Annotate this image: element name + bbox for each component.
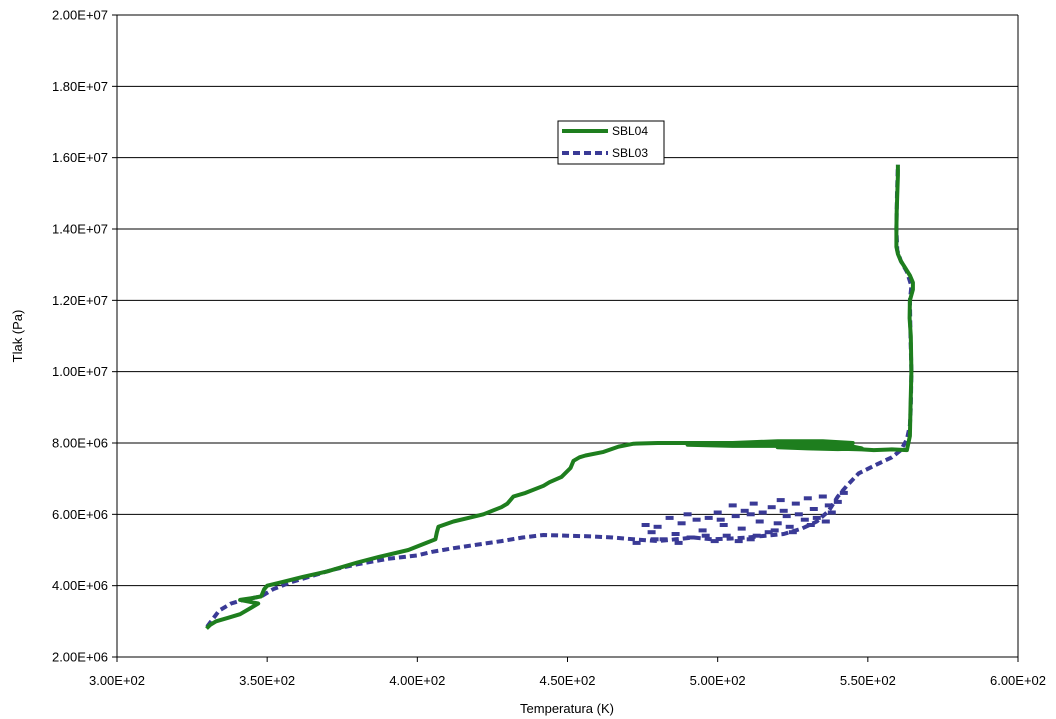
- series-point-sbl03: [824, 503, 833, 508]
- series-point-sbl03: [650, 537, 659, 542]
- series-point-sbl03: [659, 537, 668, 542]
- series-point-sbl03: [803, 496, 812, 501]
- series-point-sbl03: [806, 523, 815, 527]
- series-group: [205, 164, 915, 630]
- y-ticks: 2.00E+06 4.00E+06 6.00E+06 8.00E+06 1.00E+07…: [52, 8, 117, 665]
- series-point-sbl03: [719, 523, 728, 527]
- series-point-sbl03: [755, 519, 764, 524]
- series-point-sbl03: [713, 510, 722, 515]
- series-point-sbl03: [818, 494, 827, 499]
- series-point-sbl03: [641, 523, 650, 527]
- series-point-sbl03: [758, 510, 767, 515]
- y-tick-label: 1.40E+07: [52, 222, 108, 237]
- series-point-sbl03: [704, 515, 713, 520]
- series-point-sbl03: [812, 515, 821, 520]
- series-point-sbl03: [716, 517, 725, 522]
- series-point-sbl03: [692, 517, 701, 522]
- series-point-sbl03: [779, 508, 788, 513]
- y-tick-label: 1.60E+07: [52, 150, 108, 165]
- y-axis-title: Tlak (Pa): [10, 310, 25, 363]
- series-point-sbl03: [746, 512, 755, 517]
- series-point-sbl03: [731, 514, 740, 519]
- series-point-sbl03: [632, 540, 641, 545]
- y-tick-label: 2.00E+07: [52, 8, 108, 23]
- x-tick-label: 5.00E+02: [690, 673, 746, 688]
- series-point-sbl03: [674, 540, 683, 545]
- series-point-sbl03: [764, 530, 773, 535]
- series-point-sbl03: [710, 539, 719, 544]
- y-tick-label: 6.00E+06: [52, 507, 108, 522]
- y-tick-label: 4.00E+06: [52, 578, 108, 593]
- x-ticks: 3.00E+02 3.50E+02 4.00E+02 4.50E+02 5.00E+02…: [89, 657, 1046, 688]
- gridlines: [117, 14, 1019, 657]
- legend-label-sbl03: SBL03: [612, 146, 648, 160]
- x-tick-label: 4.50E+02: [539, 673, 595, 688]
- series-point-sbl03: [737, 526, 746, 531]
- series-point-sbl03: [827, 510, 836, 515]
- series-point-sbl03: [809, 507, 818, 511]
- series-point-sbl03: [770, 528, 779, 533]
- legend-box: [557, 120, 665, 165]
- series-point-sbl03: [722, 533, 731, 538]
- x-tick-label: 4.00E+02: [389, 673, 445, 688]
- x-tick-label: 5.50E+02: [840, 673, 896, 688]
- legend-label-sbl04: SBL04: [612, 124, 648, 138]
- y-tick-label: 2.00E+06: [52, 650, 108, 665]
- series-point-sbl03: [794, 512, 803, 517]
- series-point-sbl03: [749, 501, 758, 506]
- x-tick-label: 3.00E+02: [89, 673, 145, 688]
- series-point-sbl03: [782, 514, 791, 519]
- y-tick-label: 1.00E+07: [52, 364, 108, 379]
- y-tick-label: 1.80E+07: [52, 79, 108, 94]
- series-point-sbl03: [701, 533, 710, 538]
- series-point-sbl03: [683, 512, 692, 517]
- y-tick-label: 8.00E+06: [52, 436, 108, 451]
- series-point-sbl03: [746, 537, 755, 542]
- series-point-sbl03: [776, 498, 785, 503]
- series-point-sbl03: [686, 535, 695, 540]
- series-point-sbl03: [677, 521, 686, 526]
- series-point-sbl03: [740, 508, 749, 513]
- series-point-sbl03: [698, 528, 707, 533]
- series-point-sbl03: [734, 539, 743, 544]
- series-point-sbl03: [665, 515, 674, 520]
- series-point-sbl03: [752, 533, 761, 538]
- series-point-sbl03: [839, 490, 848, 495]
- x-tick-label: 3.50E+02: [239, 673, 295, 688]
- legend: SBL04 SBL03: [557, 120, 665, 165]
- series-point-sbl03: [728, 503, 737, 508]
- x-axis-title: Temperatura (K): [520, 701, 614, 716]
- series-line-sbl04: [205, 164, 915, 630]
- series-point-sbl03: [833, 499, 842, 504]
- series-point-sbl03: [767, 505, 776, 510]
- series-point-sbl03: [800, 517, 809, 522]
- series-point-sbl03: [647, 530, 656, 535]
- series-point-sbl03: [653, 524, 662, 529]
- series-point-sbl03: [785, 524, 794, 529]
- y-tick-label: 1.20E+07: [52, 293, 108, 308]
- x-tick-label: 6.00E+02: [990, 673, 1046, 688]
- series-point-sbl03: [821, 519, 830, 524]
- series-point-sbl03: [788, 530, 797, 535]
- series-point-sbl03: [773, 521, 782, 526]
- series-point-sbl03: [791, 501, 800, 506]
- series-point-sbl03: [671, 532, 680, 536]
